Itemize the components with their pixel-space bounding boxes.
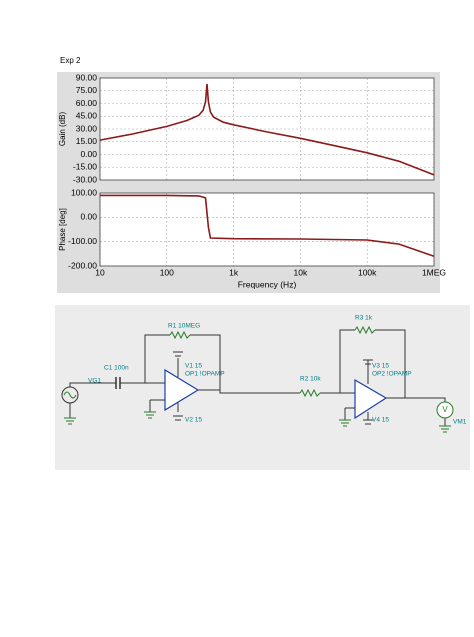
x-tick-label: 10k — [294, 267, 308, 277]
component-label: V1 15 — [185, 363, 202, 370]
component-label: R1 10MEG — [168, 323, 200, 330]
y-tick-label: -200.00 — [68, 260, 97, 270]
wire — [144, 334, 221, 393]
component-label: OP1 !OPAMP — [185, 371, 225, 378]
y-axis-title: Phase [deg] — [58, 208, 67, 251]
x-tick-label: 1MEG — [422, 267, 446, 277]
bode-plots: 90.00 75.00 60.00 45.00 30.00 15.00 0.00 -15.00… — [58, 72, 446, 289]
x-tick-label: 10 — [95, 267, 105, 277]
opamp — [164, 368, 200, 412]
y-axis-title: Gain (dB) — [58, 112, 67, 147]
y-tick-label: 75.00 — [76, 85, 98, 95]
resistor — [299, 388, 321, 398]
battery — [363, 359, 373, 425]
ground — [339, 419, 451, 433]
wire — [344, 360, 446, 426]
x-tick-label: 1k — [229, 267, 239, 277]
component-label: V2 15 — [185, 417, 202, 424]
y-tick-label: 0.00 — [80, 212, 97, 222]
x-tick-label: 100k — [358, 267, 377, 277]
y-tick-label: 100.00 — [71, 187, 97, 197]
y-tick-label: -100.00 — [68, 236, 97, 246]
y-tick-label: 0.00 — [80, 149, 97, 159]
battery — [173, 351, 183, 421]
component-label: R2 10k — [300, 376, 321, 383]
voltmeter — [436, 401, 454, 419]
component-label: R3 1k — [355, 315, 373, 322]
plot-area — [100, 78, 434, 180]
x-axis-title: Frequency (Hz) — [238, 279, 297, 289]
resistor — [354, 325, 376, 335]
y-tick-label: 45.00 — [76, 111, 98, 121]
component-label: V3 15 — [372, 363, 389, 370]
component-label: OP2 !OPAMP — [372, 371, 412, 378]
y-tick-label: 90.00 — [76, 72, 98, 82]
wire — [149, 358, 300, 412]
y-tick-label: 60.00 — [76, 98, 98, 108]
y-tick-label: 30.00 — [76, 123, 98, 133]
plot-area — [100, 193, 434, 266]
component-label: C1 100n — [104, 365, 129, 372]
voltmeter-symbol: V — [442, 405, 448, 414]
wire — [320, 329, 406, 398]
y-tick-label: 15.00 — [76, 136, 98, 146]
component-label: VG1 — [88, 378, 101, 385]
ground — [144, 411, 156, 419]
sine — [63, 391, 77, 399]
capacitor — [115, 377, 121, 389]
plot-frame — [99, 77, 435, 181]
data-line — [99, 83, 435, 176]
ground — [64, 417, 76, 425]
plot-frame — [99, 192, 435, 267]
resistor — [169, 330, 191, 340]
circuit: V R1 10MEG C1 100n VG1 V1 15 OP1 !OPAMP … — [55, 305, 470, 470]
y-tick-label: -30.00 — [73, 174, 97, 184]
wire — [69, 382, 165, 418]
data-line — [100, 194, 435, 258]
circuit-panel — [55, 305, 470, 470]
component-label: VM1 — [453, 419, 467, 426]
x-tick-label: 100 — [160, 267, 174, 277]
title: Exp 2 — [60, 56, 81, 65]
component-label: V4 15 — [372, 417, 389, 424]
opamp — [354, 378, 388, 420]
y-tick-label: -15.00 — [73, 162, 97, 172]
